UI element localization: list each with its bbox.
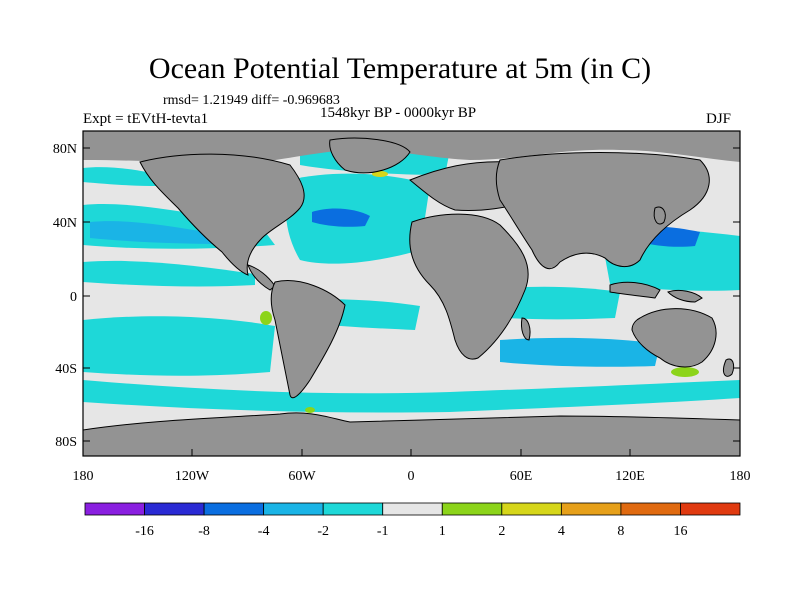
colorbar-swatch: [264, 503, 324, 515]
lon-tick-label: 0: [408, 469, 415, 484]
colorbar-swatch: [502, 503, 562, 515]
lat-tick-label: 0: [70, 290, 77, 305]
south-pacific-cool-band: [83, 316, 275, 376]
lat-tick-label: 80S: [55, 435, 77, 450]
colorbar-label: -2: [317, 524, 329, 539]
colorbar-label: 16: [673, 524, 687, 539]
lat-tick-label: 40N: [53, 216, 77, 231]
colorbar: -16 -8 -4 -2 -1 1 2 4 8 16: [85, 503, 740, 539]
colorbar-label: 2: [498, 524, 505, 539]
colorbar-label: 8: [617, 524, 624, 539]
colorbar-swatch: [621, 503, 681, 515]
lon-tick-label: 60E: [510, 469, 533, 484]
south-indian-cool: [500, 338, 660, 367]
colorbar-label: 1: [439, 524, 446, 539]
lon-tick-label: 180: [73, 469, 94, 484]
colorbar-swatch: [323, 503, 383, 515]
colorbar-swatch: [145, 503, 205, 515]
colorbar-swatch: [204, 503, 264, 515]
colorbar-swatch: [680, 503, 740, 515]
colorbar-swatch: [85, 503, 145, 515]
colorbar-label: -8: [198, 524, 210, 539]
lat-tick-label: 40S: [55, 362, 77, 377]
new-zealand: [724, 359, 734, 376]
colorbar-label: -16: [135, 524, 154, 539]
colorbar-swatch: [442, 503, 502, 515]
colorbar-label: 4: [558, 524, 565, 539]
lat-tick-label: 80N: [53, 142, 77, 157]
tasman-warm-spot: [671, 367, 699, 377]
lon-tick-label: 180: [730, 469, 751, 484]
colorbar-label: -4: [258, 524, 270, 539]
weddell-warm-spot: [305, 407, 315, 413]
lon-tick-label: 60W: [288, 469, 316, 484]
colorbar-swatch: [561, 503, 621, 515]
japan: [654, 207, 665, 224]
colorbar-swatch: [383, 503, 443, 515]
lon-tick-label: 120W: [175, 469, 210, 484]
lon-tick-label: 120E: [615, 469, 645, 484]
map-plot: [83, 131, 740, 456]
peru-warm-spot: [260, 311, 272, 325]
colorbar-label: -1: [377, 524, 389, 539]
